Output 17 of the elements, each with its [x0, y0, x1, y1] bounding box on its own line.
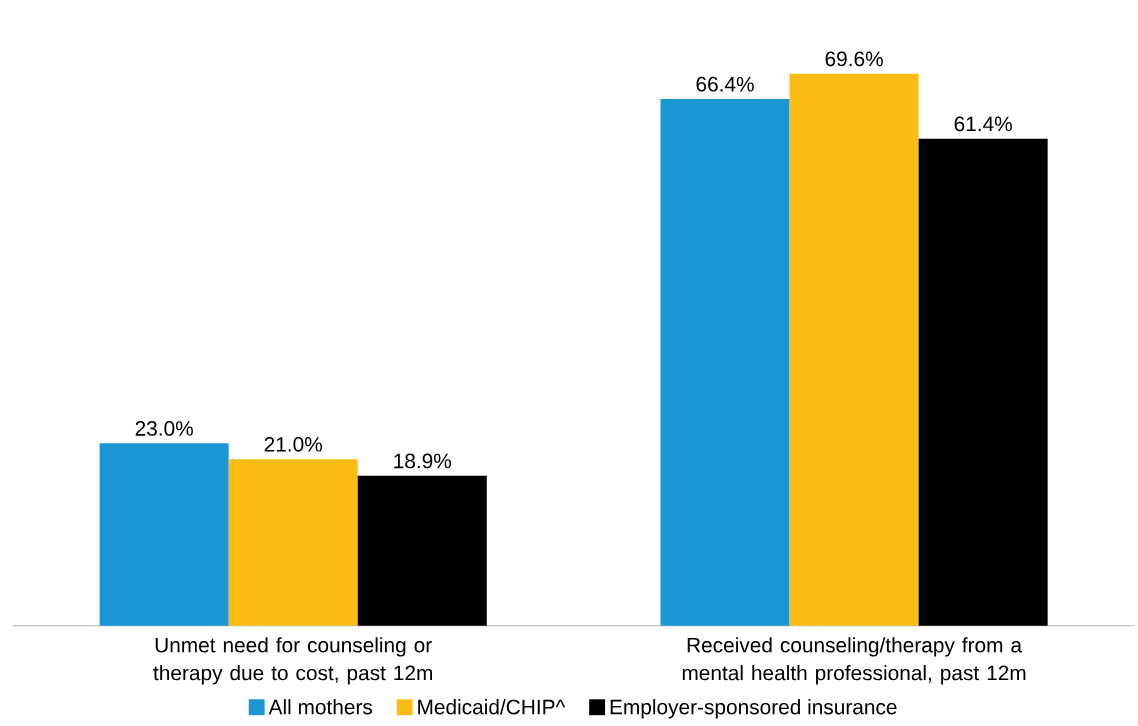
bar	[918, 138, 1048, 626]
data-label: 69.6%	[825, 51, 883, 67]
x-tick-label: Unmet need for counseling or therapy due to cost, past 12m	[153, 637, 433, 685]
bar	[99, 443, 229, 626]
bar	[789, 73, 919, 626]
bar	[357, 475, 487, 626]
x-tick-label: Received counseling/therapy from a mental health professional, past 12m	[682, 637, 1026, 685]
legend-label: Employer-sponsored insurance	[610, 699, 897, 719]
bar	[660, 99, 790, 626]
legend-label: Medicaid/CHIP^	[418, 699, 566, 715]
data-label: 21.0%	[264, 437, 323, 452]
bar	[228, 459, 358, 626]
data-label: 18.9%	[394, 453, 452, 469]
data-label: 66.4%	[696, 77, 754, 92]
data-label: 23.0%	[135, 421, 193, 436]
legend-label: All mothers	[268, 699, 373, 715]
data-label: 61.4%	[954, 116, 1012, 132]
